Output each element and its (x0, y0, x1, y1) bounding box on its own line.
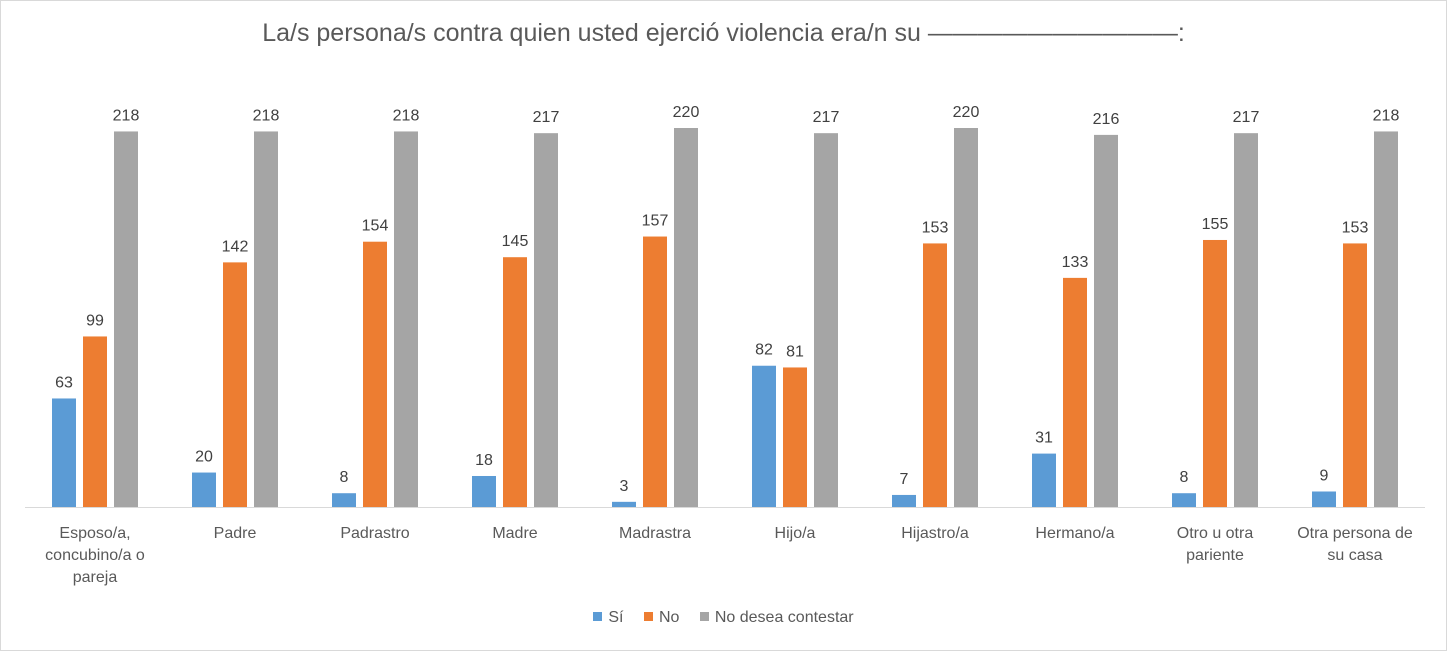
data-label-no-10: 153 (1342, 219, 1369, 236)
data-label-no-desea-contestar-3: 218 (393, 107, 420, 124)
category-label-7: Hijastro/a (901, 525, 969, 542)
data-label-si-3: 8 (340, 469, 349, 486)
legend: Sí No No desea contestar (0, 609, 1447, 627)
data-label-no-desea-contestar-10: 218 (1373, 107, 1400, 124)
bar-no-desea-contestar-5 (674, 128, 698, 507)
data-label-si-6: 82 (755, 342, 773, 359)
category-label-6: Hijo/a (775, 525, 816, 542)
data-label-si-4: 18 (475, 452, 493, 469)
category-label-4: Madre (492, 525, 537, 542)
data-label-no-7: 153 (922, 219, 949, 236)
bar-si-1 (52, 398, 76, 507)
bar-no-10 (1343, 243, 1367, 507)
data-label-si-1: 63 (55, 374, 73, 391)
category-label-2: Padre (214, 525, 257, 542)
bar-no-desea-contestar-6 (814, 133, 838, 507)
bar-no-desea-contestar-1 (114, 131, 138, 508)
bar-no-5 (643, 236, 667, 508)
category-label-9-line-2: pariente (1186, 547, 1244, 564)
bar-no-1 (83, 336, 107, 507)
legend-label-si: Sí (608, 609, 624, 626)
bar-no-desea-contestar-9 (1234, 133, 1258, 507)
category-label-1-line-2: concubino/a o (45, 547, 145, 564)
bar-si-10 (1312, 491, 1336, 507)
category-label-10-line-1: Otra persona de (1297, 525, 1413, 542)
bar-no-desea-contestar-2 (254, 131, 278, 508)
category-label-10-line-2: su casa (1327, 547, 1382, 564)
data-label-no-desea-contestar-8: 216 (1093, 111, 1120, 128)
category-label-5: Madrastra (619, 525, 691, 542)
data-label-si-9: 8 (1180, 469, 1189, 486)
data-label-no-desea-contestar-5: 220 (673, 104, 700, 121)
category-label-8: Hermano/a (1035, 525, 1114, 542)
bar-si-6 (752, 365, 776, 507)
category-label-9-line-1: Otro u otra (1177, 525, 1254, 542)
data-label-no-9: 155 (1202, 216, 1229, 233)
legend-label-no: No (658, 609, 680, 626)
bar-no-4 (503, 257, 527, 507)
data-label-no-desea-contestar-9: 217 (1233, 109, 1260, 126)
category-label-1-line-1: Esposo/a, (59, 525, 130, 542)
bar-no-2 (223, 262, 247, 507)
bar-si-5 (612, 501, 636, 507)
data-label-si-7: 7 (900, 471, 909, 488)
data-label-no-8: 133 (1062, 254, 1089, 271)
data-label-si-8: 31 (1035, 430, 1053, 447)
data-label-no-3: 154 (362, 218, 389, 235)
legend-item-si: Sí (593, 609, 624, 627)
bar-si-2 (192, 472, 216, 507)
data-label-no-desea-contestar-2: 218 (253, 107, 280, 124)
data-label-no-2: 142 (222, 238, 249, 255)
bar-no-desea-contestar-4 (534, 133, 558, 507)
bar-si-7 (892, 494, 916, 507)
bar-no-7 (923, 243, 947, 507)
data-label-no-desea-contestar-1: 218 (113, 107, 140, 124)
data-label-no-5: 157 (642, 213, 669, 230)
legend-swatch-no (643, 612, 653, 622)
bar-no-desea-contestar-3 (394, 131, 418, 508)
category-label-3: Padrastro (340, 525, 409, 542)
bar-si-3 (332, 493, 356, 507)
legend-swatch-no-desea-contestar (699, 612, 709, 622)
bar-no-desea-contestar-8 (1094, 134, 1118, 507)
bar-si-9 (1172, 493, 1196, 507)
data-label-no-1: 99 (86, 312, 104, 329)
data-label-si-2: 20 (195, 449, 213, 466)
bar-no-desea-contestar-7 (954, 128, 978, 507)
bar-no-9 (1203, 239, 1227, 507)
bar-no-3 (363, 241, 387, 507)
data-label-si-10: 9 (1320, 467, 1329, 484)
data-label-si-5: 3 (620, 478, 629, 495)
bar-si-8 (1032, 453, 1056, 507)
legend-swatch-si (593, 612, 603, 622)
bar-no-8 (1063, 277, 1087, 507)
legend-item-no: No (643, 609, 680, 627)
bar-si-4 (472, 475, 496, 507)
legend-label-no-desea-contestar: No desea contestar (714, 609, 854, 626)
data-label-no-4: 145 (502, 233, 529, 250)
category-label-1-line-3: pareja (73, 569, 118, 586)
data-label-no-desea-contestar-6: 217 (813, 109, 840, 126)
legend-item-no-desea-contestar: No desea contestar (699, 609, 854, 627)
data-label-no-desea-contestar-4: 217 (533, 109, 560, 126)
bar-no-6 (783, 367, 807, 507)
data-label-no-desea-contestar-7: 220 (953, 104, 980, 121)
data-label-no-6: 81 (786, 343, 804, 360)
bar-no-desea-contestar-10 (1374, 131, 1398, 508)
chart-title: La/s persona/s contra quien usted ejerci… (262, 19, 1185, 47)
